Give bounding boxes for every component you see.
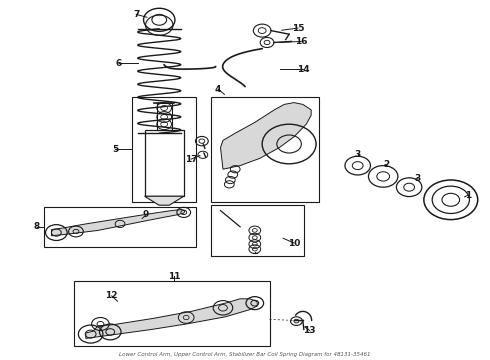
Text: 12: 12 xyxy=(105,292,118,300)
Bar xyxy=(132,97,196,202)
Text: 6: 6 xyxy=(116,58,122,68)
Text: 17: 17 xyxy=(185,154,197,163)
Bar xyxy=(44,207,196,247)
Text: 10: 10 xyxy=(288,238,300,248)
Text: 16: 16 xyxy=(295,37,308,46)
Text: 5: 5 xyxy=(112,145,118,154)
Text: 2: 2 xyxy=(383,160,389,169)
Polygon shape xyxy=(86,299,257,338)
Bar xyxy=(211,205,304,256)
Polygon shape xyxy=(220,103,311,169)
Text: 13: 13 xyxy=(303,326,316,335)
Polygon shape xyxy=(51,210,185,236)
Text: 4: 4 xyxy=(215,85,221,94)
Bar xyxy=(145,130,184,196)
Bar xyxy=(157,103,172,130)
Text: 8: 8 xyxy=(34,222,40,231)
Text: 14: 14 xyxy=(297,65,310,74)
Bar xyxy=(74,281,270,346)
Bar xyxy=(211,97,318,202)
Text: Lower Control Arm, Upper Control Arm, Stabilizer Bar Coil Spring Diagram for 481: Lower Control Arm, Upper Control Arm, St… xyxy=(119,352,371,357)
Text: 7: 7 xyxy=(133,10,140,19)
Text: 3: 3 xyxy=(355,150,361,158)
Text: 9: 9 xyxy=(143,210,149,219)
Text: 11: 11 xyxy=(168,271,181,281)
Text: 15: 15 xyxy=(292,23,304,32)
Text: 3: 3 xyxy=(415,174,420,183)
Polygon shape xyxy=(145,196,184,205)
Text: 1: 1 xyxy=(465,191,471,199)
